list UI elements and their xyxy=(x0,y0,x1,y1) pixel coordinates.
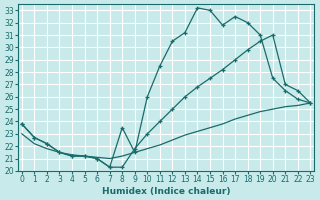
X-axis label: Humidex (Indice chaleur): Humidex (Indice chaleur) xyxy=(102,187,230,196)
